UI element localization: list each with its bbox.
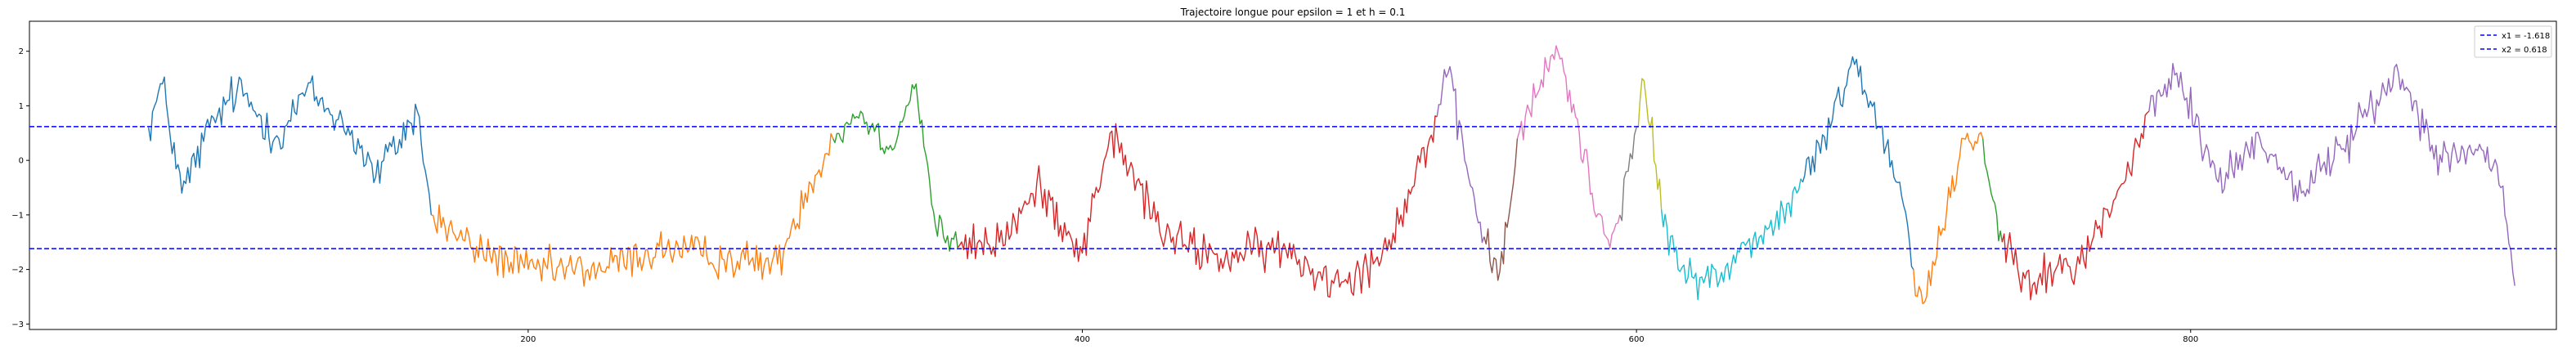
trajectory-segment-4 bbox=[957, 115, 1438, 298]
trajectory-segment-13 bbox=[1982, 138, 2004, 243]
axes-frame bbox=[29, 20, 2557, 330]
trajectory-segment-14 bbox=[2001, 110, 2150, 301]
trajectory-segment-6 bbox=[1483, 138, 1519, 281]
trajectory-segment-8 bbox=[1619, 127, 1637, 222]
trajectory-segment-1 bbox=[148, 75, 432, 215]
trajectory-segment-3 bbox=[832, 83, 958, 252]
x-tick-label-400: 400 bbox=[1075, 335, 1090, 344]
y-tick-label--2: −2 bbox=[11, 266, 24, 275]
legend-label-x2: x2 = 0.618 bbox=[2502, 46, 2547, 55]
y-tick-label-2: 2 bbox=[19, 47, 24, 56]
trajectory-segment-12 bbox=[1913, 132, 1984, 305]
y-tick-label-0: 0 bbox=[19, 157, 24, 166]
x-tick-label-800: 800 bbox=[2183, 335, 2198, 344]
trajectory-segment-10 bbox=[1660, 178, 1803, 301]
y-axis: −3 −2 −1 0 1 2 bbox=[11, 47, 29, 329]
trajectory-segment-5 bbox=[1436, 65, 1485, 244]
chart-title: Trajectoire longue pour epsilon = 1 et h… bbox=[1180, 7, 1406, 18]
x-tick-label-200: 200 bbox=[520, 335, 536, 344]
y-tick-label--3: −3 bbox=[11, 320, 24, 329]
plot-area: 200 400 600 800 −3 −2 −1 0 1 2 bbox=[11, 20, 2557, 344]
y-tick-label-1: 1 bbox=[19, 102, 24, 111]
legend-label-x1: x1 = -1.618 bbox=[2502, 32, 2550, 41]
series-layer bbox=[148, 45, 2515, 305]
trajectory-segment-2 bbox=[431, 132, 834, 287]
y-tick-label--1: −1 bbox=[11, 211, 24, 220]
legend: x1 = -1.618 x2 = 0.618 bbox=[2474, 25, 2552, 58]
x-tick-label-600: 600 bbox=[1629, 335, 1645, 344]
trajectory-segment-11 bbox=[1802, 56, 1914, 270]
x-axis: 200 400 600 800 bbox=[520, 329, 2198, 344]
trajectory-segment-15 bbox=[2148, 63, 2515, 286]
trajectory-segment-7 bbox=[1516, 45, 1621, 249]
reference-lines bbox=[29, 126, 2556, 249]
trajectory-segment-9 bbox=[1636, 78, 1663, 210]
